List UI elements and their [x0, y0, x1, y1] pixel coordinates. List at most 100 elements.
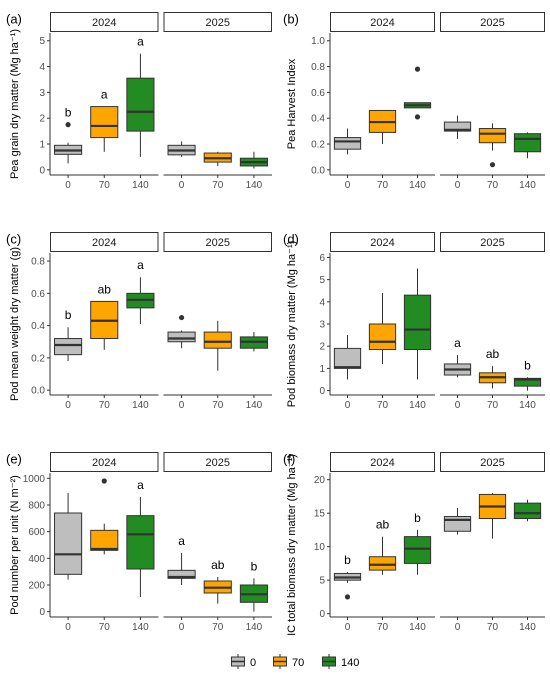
box-140	[403, 66, 432, 120]
y-tick-label: 0.2	[31, 353, 45, 364]
outlier-point	[101, 478, 107, 484]
box-body	[513, 133, 542, 153]
y-tick-label: 6	[319, 253, 325, 264]
significance-letter: ab	[211, 558, 225, 572]
y-tick-label: 10	[314, 542, 326, 553]
y-tick-label: 1	[319, 364, 325, 375]
x-tick-label: 140	[409, 180, 426, 191]
panel-letter: (f)	[283, 452, 295, 467]
y-tick-label: 800	[28, 501, 45, 512]
legend-label: 140	[341, 657, 359, 669]
outlier-point	[414, 66, 421, 72]
y-tick-label: 4	[319, 297, 325, 308]
facet-2024: 2024 b 0 ab 70 b 140	[330, 452, 435, 633]
box-140	[403, 268, 432, 380]
facet-2025: 2025 a 0 ab 70 b 140	[163, 452, 272, 633]
box-140: b	[239, 559, 268, 612]
x-tick-label: 0	[65, 180, 71, 191]
facet-strip	[163, 232, 272, 252]
panel-letter: (b)	[283, 12, 299, 27]
significance-letter: b	[251, 559, 258, 573]
legend: 0 70 140	[230, 653, 359, 669]
box-body	[513, 502, 542, 520]
facet-strip	[50, 232, 159, 252]
y-axis-label: Pea grain dry matter (Mg ha⁻¹)	[9, 29, 21, 179]
box-140: a	[126, 478, 155, 597]
box-body	[333, 347, 362, 369]
y-tick-label: 0	[39, 165, 45, 176]
x-tick-label: 70	[99, 622, 111, 633]
x-tick-label: 0	[179, 400, 185, 411]
box-140: b	[403, 511, 432, 575]
y-tick-label: 3	[39, 88, 45, 99]
box-0	[54, 493, 83, 580]
x-tick-label: 0	[455, 400, 461, 411]
panel-c: (c)Pod mean weight dry matter (g) 0.0 0.2 0…	[6, 232, 272, 411]
box-70: ab	[90, 282, 119, 350]
facet-strip	[50, 12, 159, 32]
x-tick-label: 140	[132, 622, 149, 633]
box-body	[443, 121, 472, 132]
box-70: ab	[203, 558, 232, 604]
x-tick-label: 0	[345, 180, 351, 191]
facet-2025: 2025 a 0 ab 70 b 140	[440, 232, 545, 411]
y-tick-label: 0.8	[311, 62, 325, 73]
facet-strip	[330, 12, 435, 32]
x-tick-label: 140	[519, 400, 536, 411]
facet-2024: 2024 b 0 a 70 a 140	[50, 12, 159, 191]
box-70	[478, 123, 507, 168]
significance-letter: a	[101, 88, 108, 102]
facet-strip-label: 2025	[480, 237, 504, 249]
x-tick-label: 70	[377, 400, 389, 411]
significance-letter: ab	[376, 518, 390, 532]
legend-item-70: 70	[272, 653, 304, 669]
box-140: a	[126, 35, 155, 157]
y-tick-label: 0	[319, 386, 325, 397]
facet-2024: 2024 0 70 a 140	[50, 452, 159, 633]
facet-2024: 2024 0 70 140	[330, 12, 435, 191]
box-body	[443, 516, 472, 532]
significance-letter: a	[137, 478, 144, 492]
box-0: b	[333, 553, 362, 600]
facet-2024: 2024 b 0 ab 70 a 140	[50, 232, 159, 411]
outlier-point	[414, 114, 421, 120]
panel-letter: (c)	[6, 232, 21, 247]
legend-label: 70	[292, 657, 304, 669]
box-body	[478, 128, 507, 144]
box-70	[478, 493, 507, 539]
panel-letter: (e)	[6, 452, 22, 467]
y-tick-label: 0.4	[31, 321, 45, 332]
box-140	[513, 499, 542, 522]
box-0: b	[54, 308, 83, 362]
box-0: a	[443, 336, 472, 378]
significance-letter: b	[65, 106, 72, 120]
outlier-point	[344, 594, 351, 600]
y-tick-label: 0.6	[31, 289, 45, 300]
box-0	[443, 507, 472, 535]
facet-strip	[330, 452, 435, 472]
significance-letter: a	[137, 35, 144, 49]
box-body	[203, 331, 232, 349]
significance-letter: b	[65, 308, 72, 322]
box-body	[333, 137, 362, 150]
panel-d: (d)Pod biomass dry matter (Mg ha⁻¹) 0 1 2 3 4…	[283, 232, 545, 411]
x-tick-label: 70	[99, 400, 111, 411]
significance-letter: ab	[486, 347, 500, 361]
y-tick-label: 1000	[23, 474, 46, 485]
box-70: ab	[478, 347, 507, 389]
significance-letter: ab	[98, 282, 112, 296]
y-tick-label: 2	[319, 342, 325, 353]
facet-strip	[440, 232, 545, 252]
box-140: a	[126, 258, 155, 324]
x-tick-label: 0	[179, 622, 185, 633]
x-tick-label: 140	[246, 400, 263, 411]
box-70	[203, 320, 232, 371]
significance-letter: b	[344, 553, 351, 567]
x-tick-label: 140	[246, 622, 263, 633]
x-tick-label: 140	[132, 180, 149, 191]
x-tick-label: 70	[212, 622, 224, 633]
y-tick-label: 600	[28, 527, 45, 538]
y-tick-label: 20	[314, 475, 326, 486]
facet-strip	[330, 232, 435, 252]
legend-item-140: 140	[321, 653, 359, 669]
